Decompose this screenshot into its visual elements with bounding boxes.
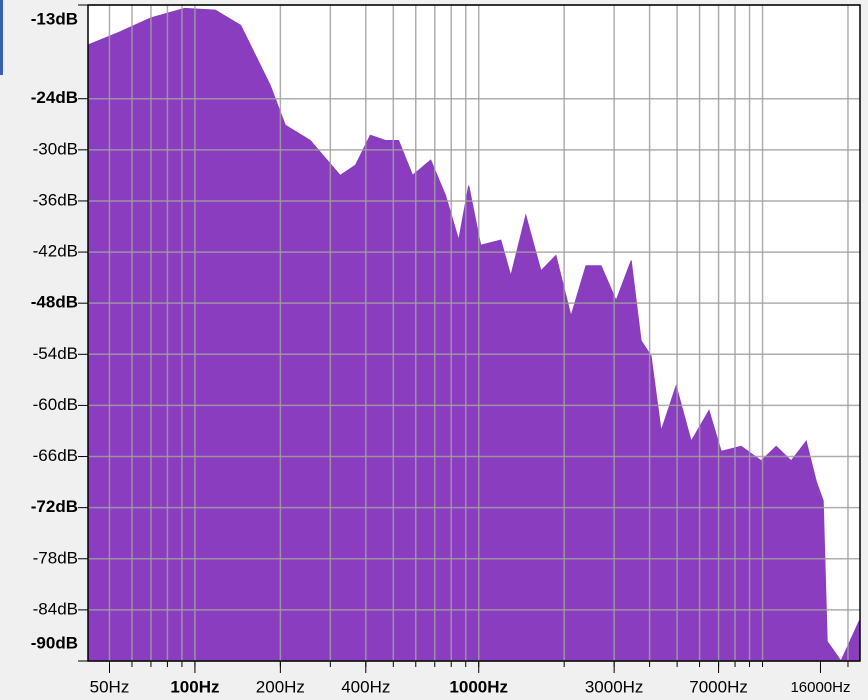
- x-tick-label: 7000Hz: [689, 677, 748, 696]
- y-tick-label: -90dB: [31, 633, 78, 652]
- x-tick-label: 50Hz: [90, 677, 130, 696]
- y-tick-label: -84dB: [33, 599, 78, 618]
- left-strip: [0, 0, 3, 75]
- x-tick-label: 16000Hz: [790, 679, 850, 696]
- y-tick-label: -36dB: [33, 190, 78, 209]
- x-tick-label: 1000Hz: [449, 677, 508, 696]
- y-tick-label: -54dB: [33, 344, 78, 363]
- plot-border: [87, 4, 861, 662]
- x-tick-label: 400Hz: [341, 677, 390, 696]
- x-tick-label: 3000Hz: [585, 677, 644, 696]
- y-tick-label: -60dB: [33, 395, 78, 414]
- y-tick-label: -13dB: [31, 9, 78, 28]
- y-tick-label: -72dB: [31, 497, 78, 516]
- y-tick-label: -66dB: [33, 446, 78, 465]
- y-tick-label: -42dB: [33, 242, 78, 261]
- y-tick-label: -78dB: [33, 548, 78, 567]
- x-tick-label: 200Hz: [256, 677, 305, 696]
- y-tick-label: -24dB: [31, 88, 78, 107]
- x-tick-label: 100Hz: [170, 677, 219, 696]
- y-tick-label: -30dB: [33, 139, 78, 158]
- y-tick-label: -48dB: [31, 293, 78, 312]
